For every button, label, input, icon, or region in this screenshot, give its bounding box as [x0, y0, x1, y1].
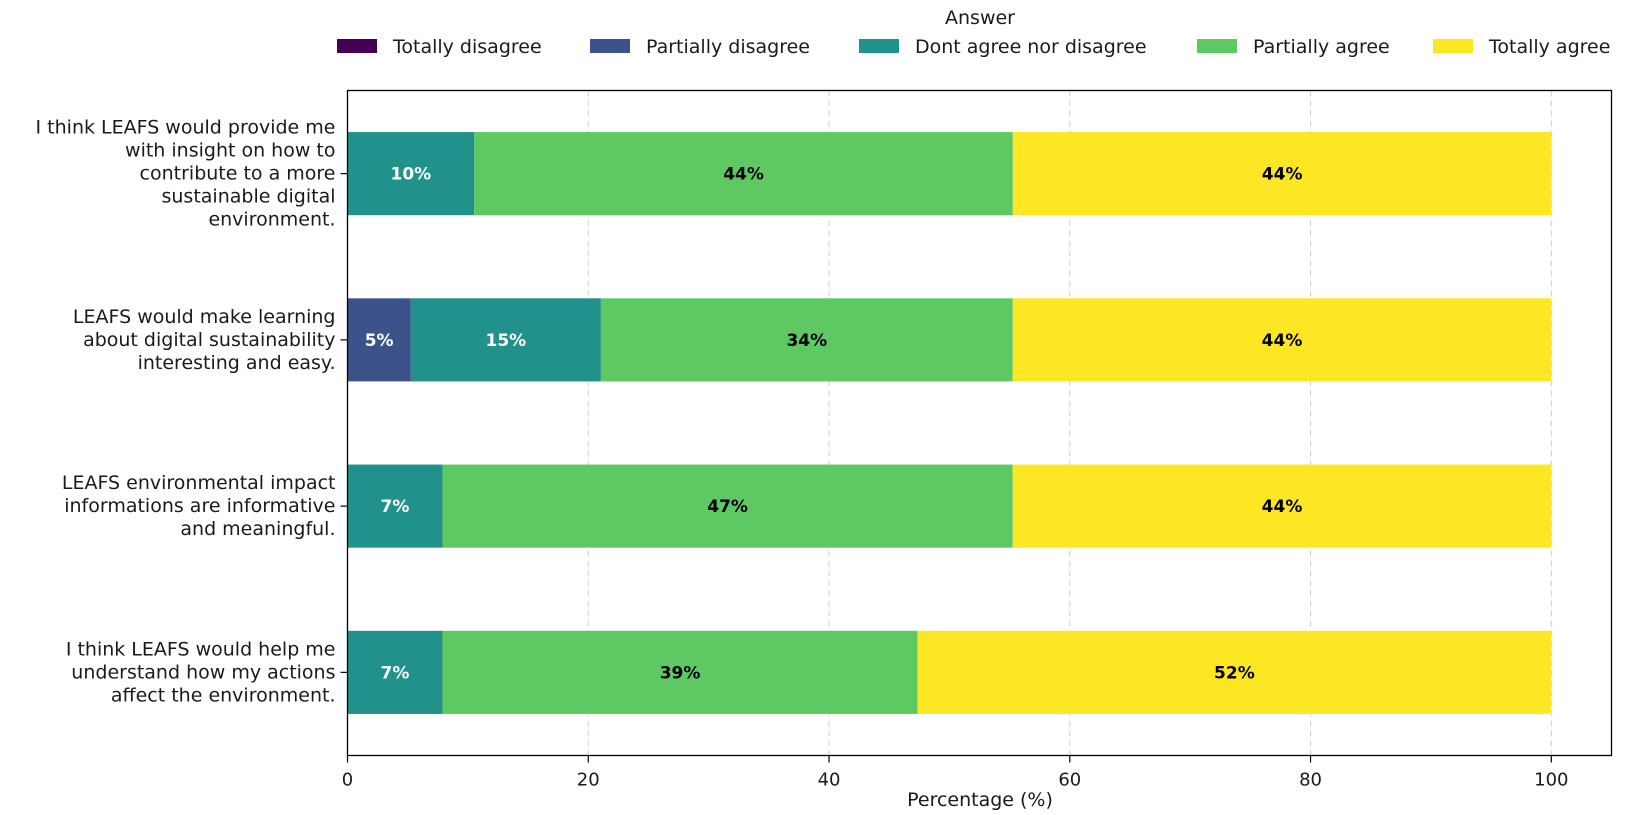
legend-label: Totally agree	[1488, 36, 1610, 58]
legend-label: Partially disagree	[646, 36, 810, 58]
bar-segment	[474, 132, 1013, 216]
x-axis-label: Percentage (%)	[907, 789, 1053, 811]
y-category-label: I think LEAFS would help me understand ho…	[66, 638, 336, 706]
y-category-label: LEAFS would make learning about digital s…	[73, 306, 336, 374]
x-tick-label: 80	[1299, 770, 1322, 791]
legend: Answer Totally disagree Partially disagre…	[337, 7, 1610, 58]
legend-swatch	[1197, 39, 1237, 53]
bars: 10% 44% 44% 5% 15% 34% 44% 7% 47% 44% 7% 39% 52%	[347, 132, 1552, 714]
bar-row: 5% 15% 34% 44%	[347, 298, 1552, 382]
bar-segment	[347, 630, 443, 714]
y-category-label: I think LEAFS would provide me with insig…	[36, 117, 336, 231]
bar-segment	[347, 464, 443, 548]
bar-data-label: 5%	[365, 331, 394, 351]
bar-data-label: 52%	[1214, 663, 1255, 683]
bar-segment	[917, 630, 1552, 714]
legend-item: Totally agree	[1433, 36, 1610, 58]
bar-row: 10% 44% 44%	[347, 132, 1552, 216]
bar-data-label: 10%	[391, 165, 432, 185]
bar-data-label: 7%	[381, 497, 410, 517]
legend-title: Answer	[945, 7, 1015, 29]
legend-swatch	[1433, 39, 1473, 53]
legend-label: Partially agree	[1253, 36, 1390, 58]
x-tick-label: 40	[818, 770, 841, 791]
x-tick-label: 60	[1058, 770, 1081, 791]
bar-segment	[410, 298, 601, 382]
bar-data-label: 15%	[486, 331, 527, 351]
x-axis-ticks: 0 20 40 60 80 100	[342, 755, 1568, 791]
bar-row: 7% 39% 52%	[347, 630, 1552, 714]
bar-segment	[347, 132, 475, 216]
legend-item: Partially agree	[1197, 36, 1390, 58]
x-tick-label: 0	[342, 770, 353, 791]
bar-data-label: 44%	[723, 165, 764, 185]
bar-data-label: 44%	[1262, 165, 1303, 185]
y-category-label: LEAFS environmental impact informations a…	[62, 472, 336, 540]
bar-segment	[1012, 132, 1552, 216]
x-tick-label: 20	[577, 770, 600, 791]
bar-data-label: 47%	[707, 497, 748, 517]
bar-segment	[1012, 298, 1552, 382]
bar-data-label: 34%	[786, 331, 827, 351]
legend-item: Totally disagree	[337, 36, 542, 58]
bar-segment	[600, 298, 1013, 382]
bar-data-label: 7%	[381, 663, 410, 683]
legend-swatch	[337, 39, 377, 53]
y-axis-labels: I think LEAFS would provide me with insig…	[36, 117, 348, 706]
bar-segment	[442, 630, 918, 714]
bar-data-label: 44%	[1262, 331, 1303, 351]
x-tick-label: 100	[1534, 770, 1568, 791]
bar-segment	[1012, 464, 1552, 548]
legend-item: Dont agree nor disagree	[859, 36, 1147, 58]
legend-label: Totally disagree	[392, 36, 542, 58]
bar-data-label: 39%	[660, 663, 701, 683]
legend-swatch	[590, 39, 630, 53]
bar-segment	[347, 298, 411, 382]
bar-row: 7% 47% 44%	[347, 464, 1552, 548]
plot-frame	[346, 89, 1613, 757]
legend-swatch	[859, 39, 899, 53]
bar-data-label: 44%	[1262, 497, 1303, 517]
legend-item: Partially disagree	[590, 36, 810, 58]
bar-segment	[442, 464, 1013, 548]
legend-label: Dont agree nor disagree	[915, 36, 1147, 58]
